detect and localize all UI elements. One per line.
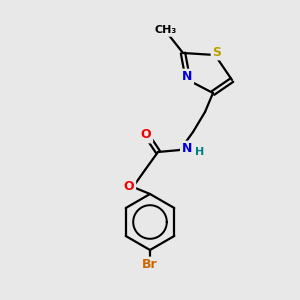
Text: N: N	[182, 70, 192, 83]
Text: O: O	[141, 128, 151, 142]
Text: N: N	[182, 142, 192, 155]
Text: S: S	[212, 46, 221, 59]
Text: CH₃: CH₃	[155, 25, 177, 35]
Text: Br: Br	[142, 259, 158, 272]
Text: H: H	[195, 147, 205, 157]
Text: O: O	[124, 179, 134, 193]
